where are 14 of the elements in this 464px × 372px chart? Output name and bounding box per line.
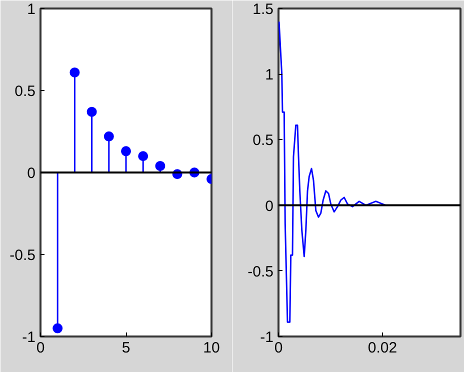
y-tick-label: -0.5	[10, 247, 36, 264]
y-tick-label: 0.5	[252, 132, 274, 150]
x-tick-label: 0.02	[368, 340, 398, 356]
y-tick-label: 1	[27, 1, 36, 18]
y-tick-label: 0	[27, 165, 36, 182]
y-tick-label: 1.5	[252, 1, 274, 18]
y-tick-label: 0	[265, 198, 274, 215]
y-tick-label: -1	[22, 329, 36, 346]
y-tick-label: 0.5	[14, 83, 36, 100]
x-tick-label: 10	[203, 340, 220, 356]
x-tick-label: 5	[122, 340, 130, 356]
y-tick-label: 1	[265, 66, 274, 84]
y-tick-label: -1	[260, 329, 274, 346]
y-tick-label: -0.5	[248, 263, 274, 280]
